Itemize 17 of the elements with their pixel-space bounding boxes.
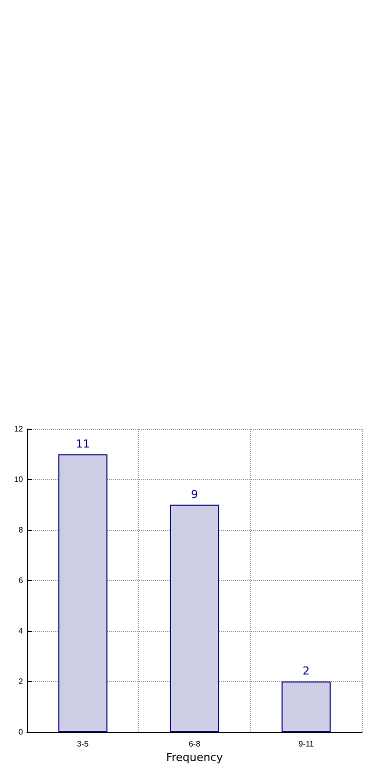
y-tick-label: 6 [18, 576, 24, 585]
y-tick-label: 10 [14, 475, 24, 484]
y-tick-label: 2 [18, 677, 24, 686]
bar [58, 454, 108, 732]
x-tick-label: 9-11 [298, 740, 314, 748]
data-label: 2 [302, 664, 310, 678]
x-tick-label: 6-8 [188, 740, 201, 748]
x-tick-label: 3-5 [77, 740, 90, 748]
data-label: 9 [191, 488, 198, 501]
bar [170, 504, 220, 732]
bar [282, 682, 331, 732]
y-tick-label: 8 [18, 526, 24, 534]
y-tick-label: 12 [14, 424, 24, 434]
x-axis-title: Frequency [166, 751, 224, 764]
data-label: 11 [76, 437, 90, 450]
y-tick-label: 0 [18, 728, 24, 736]
y-tick-label: 4 [18, 626, 24, 636]
